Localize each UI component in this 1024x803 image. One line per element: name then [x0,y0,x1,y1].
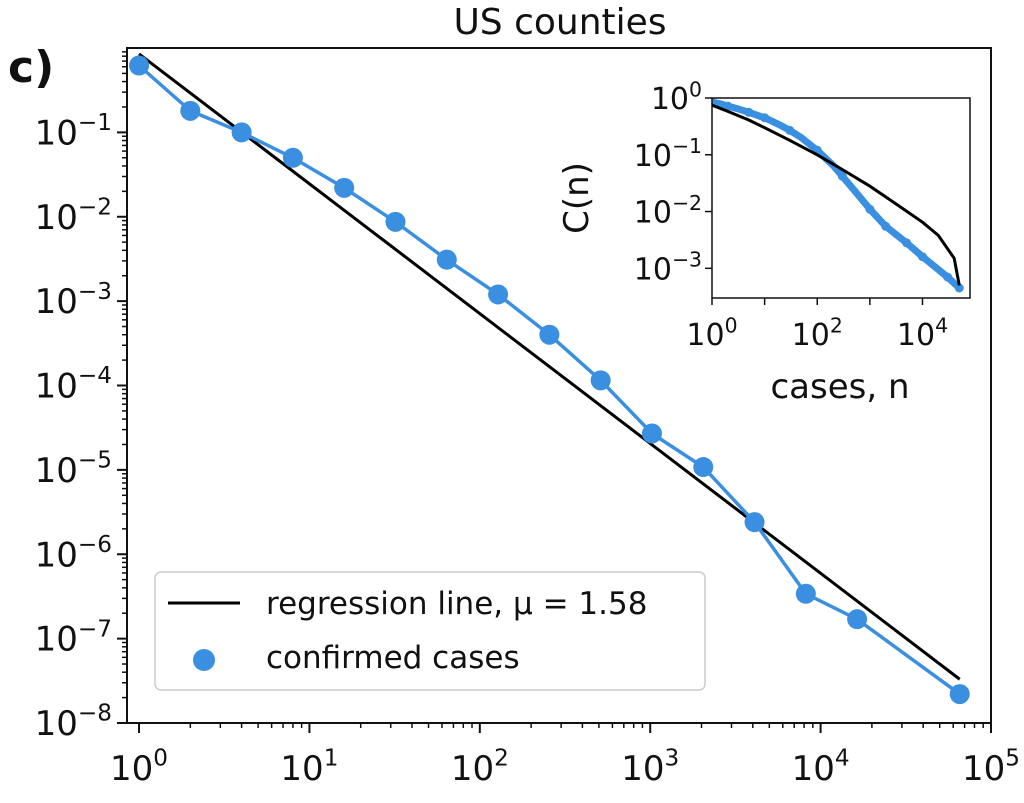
panel-label: c) [8,42,54,93]
main-y-axis: 10−1 10−2 10−3 10−4 10−5 10−6 10−7 10−8 [35,51,127,744]
inset-cases-point [943,272,953,282]
y-tick-label: 10−3 [35,279,112,322]
inset-y-tick-label: 100 [651,77,702,117]
confirmed-cases-point [129,55,150,76]
confirmed-cases-point [744,512,765,533]
inset-cases-point [954,283,964,293]
main-x-axis: 100 101 102 103 104 105 [110,723,1020,789]
inset-cases-point [865,204,875,214]
inset-series-layer [712,98,964,293]
inset-y-axis-label: C(n) [557,162,597,234]
legend-box [154,571,706,691]
y-tick-label: 10−6 [35,532,112,575]
confirmed-cases-point [693,457,714,478]
inset-cases-point [881,221,891,231]
y-tick-label: 10−4 [35,363,112,406]
confirmed-cases-point [795,583,816,604]
x-tick-label: 101 [280,746,338,789]
confirmed-cases-point [436,249,457,270]
y-tick-label: 10−7 [35,616,112,659]
inset-x-tick-label: 104 [897,313,948,353]
confirmed-cases-line [137,64,961,696]
inset-y-tick-label: 10−2 [634,191,702,231]
legend-label-regression: regression line, μ = 1.58 [266,586,647,622]
confirmed-cases-point [231,122,252,143]
confirmed-cases-point [590,370,611,391]
inset-x-tick-label: 102 [792,313,843,353]
confirmed-cases-point [847,609,868,630]
inset-cases-point [785,125,795,135]
inset-cases-point [760,113,770,123]
x-tick-label: 102 [451,746,509,789]
confirmed-cases-point [641,423,662,444]
legend-marker-swatch [193,649,215,671]
inset-x-tick-label: 100 [686,313,737,353]
inset-x-axis: 100 102 104 [686,298,948,353]
inset-cases-point [837,171,847,181]
confirmed-cases-point [334,177,355,198]
inset-plot-frame [711,97,971,299]
y-tick-label: 10−1 [35,110,112,153]
inset-cases-point [744,107,754,117]
confirmed-cases-point [385,211,406,232]
confirmed-cases-point [488,284,509,305]
main-plot: 100 101 102 103 104 105 10−110−210−310−410−51… [35,47,1020,789]
x-tick-label: 100 [110,746,168,789]
inset-plot: 100 102 104 100 10−1 10−2 10−3 cases, n C(n) [557,77,971,407]
y-tick-label: 10−8 [35,701,112,744]
confirmed-cases-point [539,324,560,345]
main-series-layer [129,52,970,705]
y-tick-label: 10−5 [35,448,112,491]
inset-y-tick-label: 10−1 [634,134,702,174]
x-tick-label: 104 [792,746,850,789]
confirmed-cases-point [180,100,201,121]
inset-cases-point [723,101,733,111]
y-tick-label: 10−2 [35,194,112,237]
inset-y-axis: 100 10−1 10−2 10−3 [634,77,712,287]
x-tick-label: 105 [962,746,1020,789]
confirmed-cases-point [282,147,303,168]
legend: regression line, μ = 1.58 confirmed case… [154,571,706,691]
x-tick-label: 103 [621,746,679,789]
inset-x-axis-label: cases, n [770,367,909,407]
inset-cases-point [902,238,912,248]
inset-cases-point [917,252,927,262]
legend-label-confirmed: confirmed cases [266,640,520,676]
regression-line [138,52,961,681]
chart-title: US counties [453,2,666,43]
confirmed-cases-point [949,684,970,705]
inset-fit-curve [712,103,961,286]
inset-y-tick-label: 10−3 [634,248,702,288]
